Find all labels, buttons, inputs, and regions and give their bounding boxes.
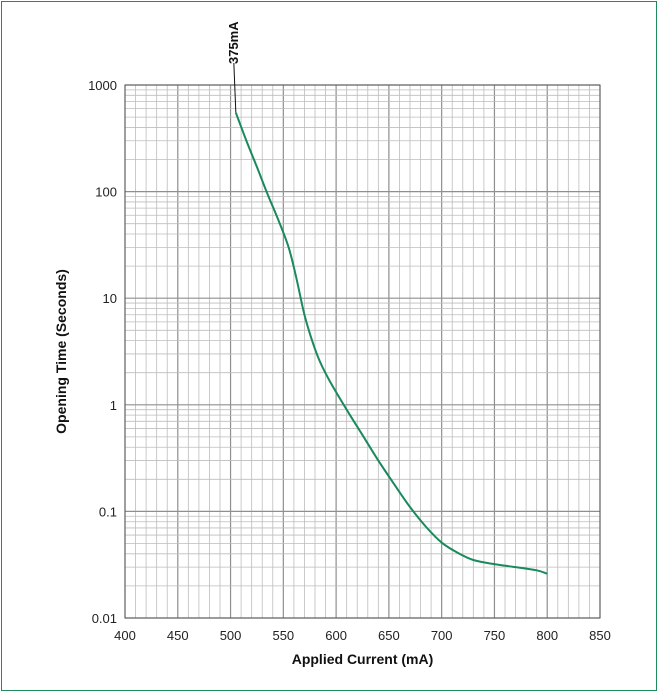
x-tick-label: 850 <box>589 628 611 643</box>
x-tick-label: 750 <box>484 628 506 643</box>
y-tick-label: 1 <box>110 398 117 413</box>
x-tick-label: 800 <box>536 628 558 643</box>
annotation-leader-line <box>233 62 237 113</box>
y-tick-label: 10 <box>103 291 117 306</box>
series-line <box>234 112 548 575</box>
y-tick-label: 100 <box>95 185 117 200</box>
x-tick-label: 550 <box>272 628 294 643</box>
x-tick-label: 500 <box>220 628 242 643</box>
y-tick-label: 0.01 <box>92 611 117 626</box>
y-tick-label: 1000 <box>88 78 117 93</box>
grid <box>124 84 601 619</box>
annotation-label: 375mA <box>226 21 241 64</box>
series-points <box>235 112 548 574</box>
x-tick-label: 600 <box>325 628 347 643</box>
x-tick-label: 700 <box>431 628 453 643</box>
x-tick-label: 400 <box>114 628 136 643</box>
x-tick-label: 650 <box>378 628 400 643</box>
y-tick-label: 0.1 <box>99 504 117 519</box>
x-axis-ticks: 400 450 500 550 600 650 700 750 800 850 <box>114 628 611 643</box>
plot-area <box>124 84 601 619</box>
x-tick-label: 450 <box>167 628 189 643</box>
y-axis-title: Opening Time (Seconds) <box>53 269 69 434</box>
x-axis-title: Applied Current (mA) <box>292 651 434 667</box>
y-axis-ticks: 0.01 0.1 1 10 100 1000 <box>88 78 117 626</box>
